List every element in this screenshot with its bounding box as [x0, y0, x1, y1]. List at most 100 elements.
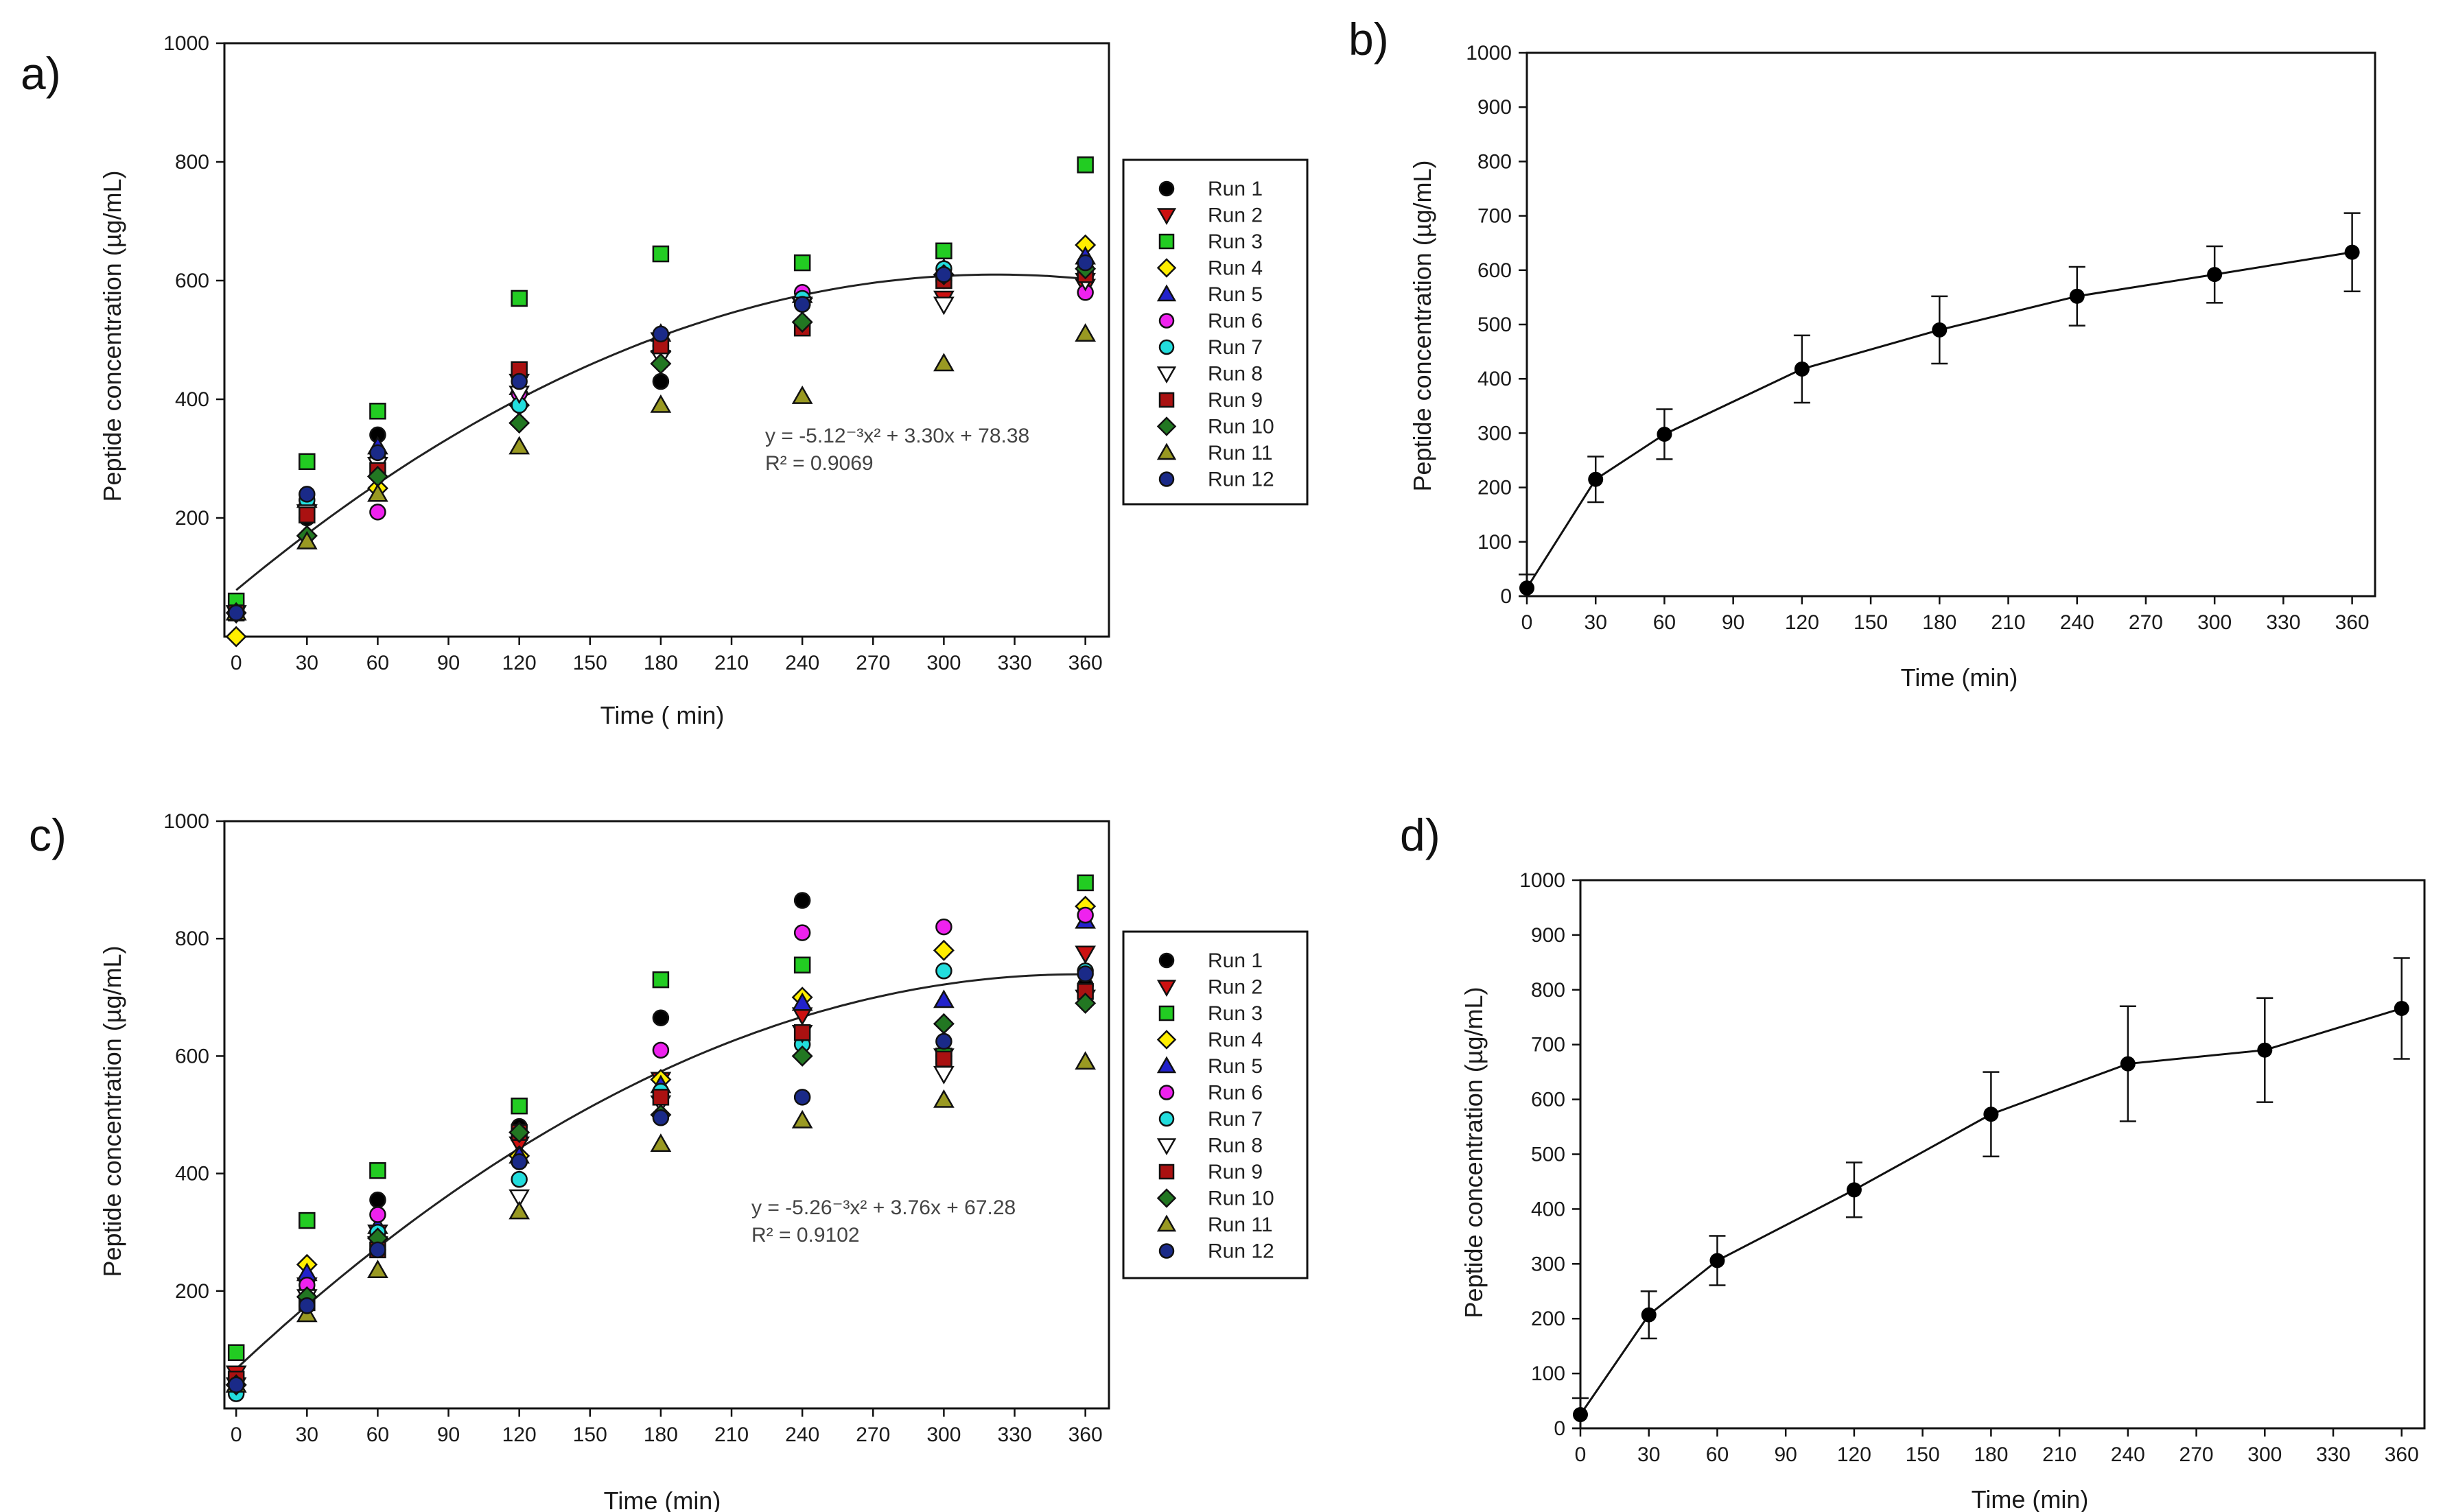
x-tick-label-a: 330: [997, 652, 1031, 674]
fit-r2-a: R² = 0.9069: [765, 452, 874, 475]
y-tick-label-b: 200: [1477, 477, 1512, 499]
data-point: [367, 483, 388, 502]
panel-label-d: d): [1400, 810, 1440, 860]
data-point: [299, 486, 316, 503]
data-point: [509, 1122, 530, 1144]
data-point: [935, 1050, 952, 1067]
y-tick-label-d: 0: [1554, 1417, 1565, 1440]
series-run-3-a: [227, 156, 1094, 610]
data-point: [652, 1041, 670, 1059]
data-point: [2344, 244, 2360, 260]
y-tick-label-b: 1000: [1466, 42, 1512, 64]
data-point: [791, 385, 813, 404]
data-point: [793, 254, 811, 272]
data-point: [2069, 288, 2085, 304]
x-tick-label-a: 150: [573, 652, 607, 674]
x-tick-label-b: 120: [1785, 611, 1819, 634]
data-point: [793, 1089, 811, 1106]
legend-label: Run 12: [1208, 469, 1274, 491]
data-point: [652, 971, 670, 989]
legend-marker: [1158, 1005, 1175, 1021]
y-tick-label-b: 900: [1477, 96, 1512, 119]
data-point: [369, 403, 386, 420]
legend-marker: [1158, 339, 1175, 355]
legend-marker: [1158, 180, 1175, 197]
x-tick-label-d: 360: [2385, 1443, 2419, 1466]
series-line-b: [1526, 251, 2352, 589]
data-point: [793, 1024, 811, 1041]
data-point: [1519, 580, 1534, 596]
data-point: [1932, 322, 1948, 338]
series-line-d: [1579, 1007, 2403, 1415]
x-tick-label-b: 30: [1585, 611, 1607, 634]
x-tick-label-d: 300: [2247, 1443, 2282, 1466]
data-point: [935, 266, 952, 283]
data-point: [933, 296, 955, 316]
data-point: [1846, 1182, 1862, 1198]
data-point: [1077, 906, 1094, 924]
data-point: [1983, 1107, 1999, 1122]
y-tick-label-b: 500: [1477, 314, 1512, 336]
data-point: [369, 1241, 386, 1259]
x-tick-label-b: 300: [2197, 611, 2232, 634]
y-tick-label-c: 800: [175, 928, 209, 950]
legend-marker: [1158, 233, 1175, 250]
x-axis-title-d: Time (min): [1972, 1485, 2089, 1512]
x-tick-label-b: 270: [2129, 611, 2163, 634]
legend-marker: [1156, 1214, 1177, 1232]
y-tick-label-a: 1000: [163, 32, 209, 55]
y-axis-title-b: Peptide concentration (µg/mL): [1408, 161, 1436, 492]
data-point: [650, 353, 672, 375]
legend-label: Run 10: [1208, 416, 1274, 438]
legend-label: Run 3: [1208, 1002, 1263, 1025]
data-point: [933, 1089, 955, 1108]
legend-label: Run 8: [1208, 1135, 1263, 1157]
legend-label: Run 9: [1208, 389, 1263, 412]
x-tick-label-b: 180: [1922, 611, 1956, 634]
legend-c: Run 1 Run 2 Run 3 Run 4 Run 5 Run 6 Run 7 Run 8…: [1122, 930, 1309, 1279]
data-point: [509, 1189, 530, 1208]
legend-marker: [1156, 1030, 1177, 1050]
legend-marker: [1156, 1138, 1177, 1156]
panel-label-c: c): [29, 810, 67, 860]
legend-label: Run 3: [1208, 231, 1263, 253]
data-point: [1075, 945, 1096, 965]
x-tick-label-d: 120: [1837, 1443, 1871, 1466]
x-tick-label-a: 90: [437, 652, 460, 674]
fit-equation-c: y = -5.26⁻³x² + 3.76x + 67.28: [751, 1196, 1016, 1219]
legend-label: Run 10: [1208, 1188, 1274, 1210]
legend-marker: [1158, 952, 1175, 969]
x-tick-label-d: 30: [1637, 1443, 1660, 1466]
data-point: [652, 245, 670, 263]
data-point: [509, 1201, 530, 1220]
x-tick-label-c: 210: [714, 1424, 749, 1446]
y-tick-label-d: 300: [1531, 1253, 1565, 1275]
legend-a: Run 1 Run 2 Run 3 Run 4 Run 5 Run 6 Run 7 Run 8…: [1122, 158, 1309, 506]
fit-equation-a: y = -5.12⁻³x² + 3.30x + 78.38: [765, 425, 1029, 447]
x-tick-label-c: 120: [502, 1424, 537, 1446]
legend-marker: [1156, 1188, 1177, 1208]
data-point: [225, 626, 247, 648]
data-point: [793, 296, 811, 313]
legend-marker: [1156, 366, 1177, 384]
legend-marker: [1156, 258, 1177, 278]
data-point: [2207, 267, 2223, 283]
legend-marker: [1156, 442, 1177, 460]
y-tick-label-b: 700: [1477, 205, 1512, 228]
legend-marker: [1156, 416, 1177, 436]
data-point: [299, 453, 316, 471]
y-tick-label-c: 400: [175, 1163, 209, 1185]
data-point: [299, 1212, 316, 1229]
panel-b: b) Time (min) Peptide concentration (µg/…: [1348, 14, 2376, 692]
data-point: [1641, 1307, 1657, 1323]
fit-r2-c: R² = 0.9102: [751, 1224, 860, 1247]
data-point: [935, 918, 952, 936]
data-point: [1077, 965, 1094, 982]
data-point: [935, 962, 952, 980]
x-tick-label-a: 270: [856, 652, 890, 674]
data-point: [933, 939, 955, 961]
x-tick-label-d: 150: [1906, 1443, 1940, 1466]
y-tick-label-d: 900: [1531, 924, 1565, 947]
x-tick-label-d: 180: [1974, 1443, 2008, 1466]
data-point: [652, 1089, 670, 1106]
